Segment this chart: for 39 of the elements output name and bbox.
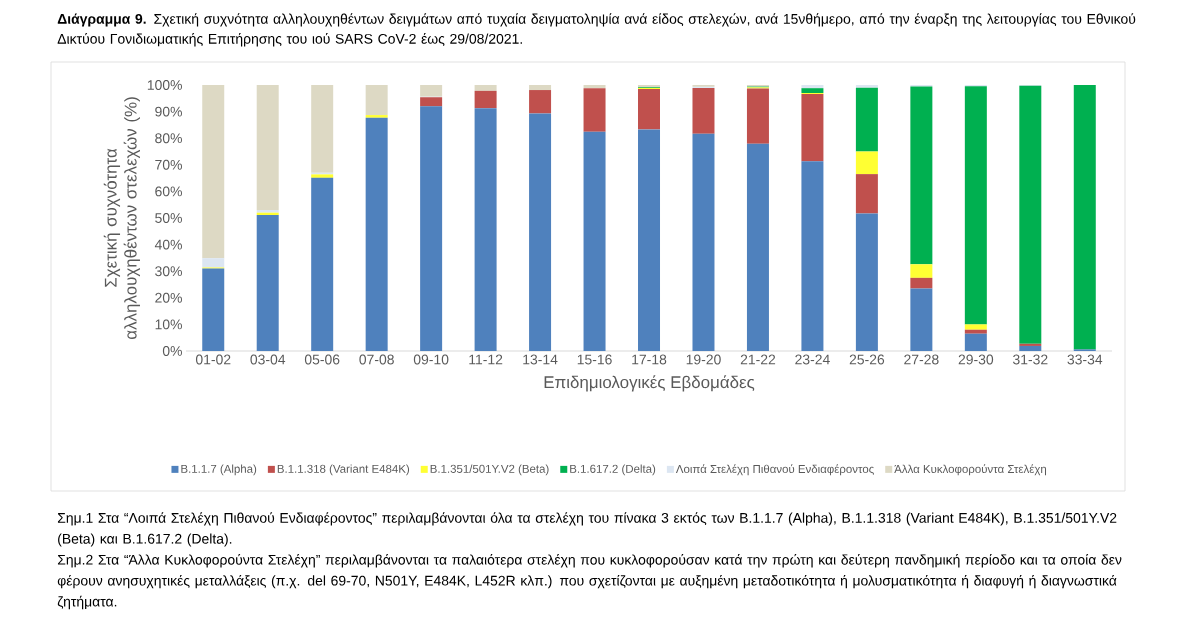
legend-label: Λοιπά Στελέχη Πιθανού Ενδιαφέροντος [675,464,874,476]
x-tick-label: 19-20 [686,354,721,365]
legend-label: B.1.1.318 (Variant E484K) [277,464,410,476]
x-tick-label: 07-08 [359,354,394,365]
y-tick-label: 30% [155,266,182,277]
y-tick-label: 60% [155,186,182,197]
x-tick-label: 09-10 [413,354,449,365]
y-tick-label: 90% [155,106,182,117]
x-axis-title: Επιδημιολογικές Εβδομάδες [544,375,755,392]
x-tick-label: 21-22 [740,354,776,365]
legend-label: Άλλα Κυκλοφορούντα Στελέχη [894,464,1047,476]
x-tick-label: 31-32 [1013,354,1048,365]
legend-label: B.1.351/501Y.V2 (Beta) [430,464,549,476]
x-tick-label: 33-34 [1067,354,1103,365]
y-tick-label: 70% [155,159,182,170]
text: Σημ.1 Στα “Λοιπά Στελέχη Πιθανού Ενδιαφέροντος” περιλαμβάνονται όλα τα στελέχη του πίνακα 3 εκτός των B.1.1.7 (Alpha), B.1.1.318 (Variant E484K), B.1.351/501Y.V2 (Beta) και B.1.617.2 (Delta). [57,512,1117,547]
x-tick-label: 27-28 [904,354,939,365]
x-tick-label: 23-24 [795,354,830,365]
x-tick-label: 11-12 [469,354,503,365]
x-tick-label: 01-02 [195,354,231,365]
y-tick-label: 80% [155,133,182,144]
x-tick-label: 17-18 [632,354,667,365]
y-tick-label: 50% [155,213,182,223]
legend-label: B.1.617.2 (Delta) [570,464,656,476]
y-tick-label: 20% [155,292,182,303]
text: Σημ.2 Στα “Άλλα Κυκλοφορούντα Στελέχη” περιλαμβάνονται τα παλαιότερα στελέχη που κυκλοφορούσαν κατά την πρώτη και δεύτερη πανδημική περίοδο και τα οποία δεν φέρουν ανησυχητικές μεταλλάξεις (π.χ. del 69-70, N501Y, E484K, L452R κλπ.) που σχετίζονται με αυξημένη μεταδοτικότητα ή μολυσματικότητα ή διαφυγή ή διαγνωστικά ζητήματα. [57,554,1122,610]
x-tick-label: 05-06 [304,354,340,365]
x-tick-label: 13-14 [523,354,558,365]
y-axis-title: Σχετική συχνότητα αλληλουχηθέντων στελεχών (%) [103,97,140,339]
chart-title: Διάγραμμα 9. Σχετική συχνότητα αλληλουχηθέντων δειγμάτων από τυχαία δειγματοληψία ανά είδος στελεχών, ανά 15νθήμερο, από την έναρξη της λειτουργίας του Εθνικού Δικτύου Γονιδιωματικής Επιτήρησης του ιού SARS CoV-2 έως 29/08/2021. [57,13,1136,47]
x-tick-label: 03-04 [250,354,286,365]
x-tick-label: 15-16 [577,354,612,365]
y-tick-label: 40% [154,239,182,250]
x-tick-label: 29-30 [958,354,994,365]
y-tick-label: 10% [155,319,182,330]
y-tick-label: 100% [147,80,182,90]
y-tick-label: 0% [162,346,182,356]
x-tick-label: 25-26 [849,354,885,365]
legend-label: B.1.1.7 (Alpha) [181,464,257,476]
